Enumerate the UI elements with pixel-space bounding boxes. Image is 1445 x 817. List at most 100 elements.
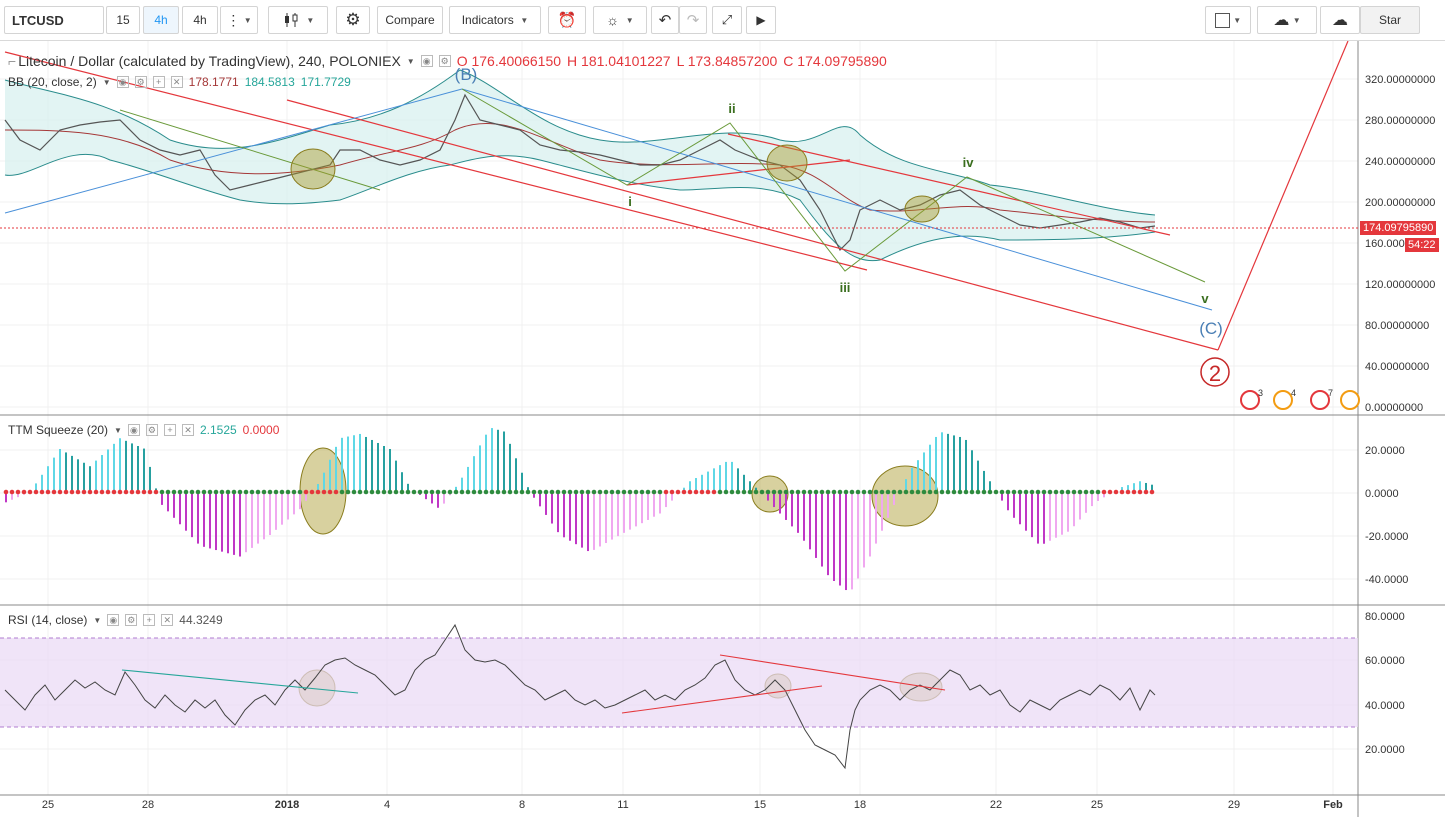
redo-button[interactable]: ↷ (679, 6, 707, 34)
chevron-down-icon: ▼ (243, 15, 252, 25)
ttm-dot (663, 489, 669, 495)
ttm-dot (939, 489, 945, 495)
rsi-legend[interactable]: RSI (14, close) ▼ ◉ ⚙ + ✕ 44.3249 (8, 613, 223, 627)
ttm-dot (1149, 489, 1155, 495)
indicators-button[interactable]: Indicators ▼ (449, 6, 541, 34)
ttm-dot (291, 489, 297, 495)
symbol-search-input[interactable]: LTCUSD (4, 6, 104, 34)
ttm-dot (651, 489, 657, 495)
ttm-dot (201, 489, 207, 495)
chart-canvas[interactable]: (B) (C) i ii iii iv v 2 3 4 7 320.000000… (0, 41, 1445, 817)
collapse-icon[interactable]: ⌐ (8, 53, 17, 69)
event-badges[interactable]: 3 4 7 (1240, 388, 1360, 410)
idea-button[interactable]: ☼ ▼ (593, 6, 647, 34)
layout-button[interactable]: ▼ (1205, 6, 1251, 34)
close-icon[interactable]: ✕ (181, 424, 194, 436)
ttm-dot (567, 489, 573, 495)
add-icon[interactable]: + (143, 614, 156, 626)
save-layout-button[interactable]: ☁ (1320, 6, 1360, 34)
ttm-dot (591, 489, 597, 495)
ttm-dot (687, 489, 693, 495)
star-button[interactable]: Star (1360, 6, 1420, 34)
interval-15-button[interactable]: 15 (106, 6, 140, 34)
settings-icon[interactable]: ⚙ (145, 424, 158, 436)
ttm-dot (627, 489, 633, 495)
ttm-dot (789, 489, 795, 495)
settings-icon[interactable]: ⚙ (134, 76, 147, 88)
close-icon[interactable]: ✕ (161, 614, 174, 626)
settings-button[interactable]: ⚙ (336, 6, 370, 34)
ttm-dot (315, 489, 321, 495)
ttm-dot (915, 489, 921, 495)
split-event-icon[interactable] (1340, 390, 1360, 410)
bb-legend[interactable]: BB (20, close, 2) ▼ ◉ ⚙ + ✕ 178.1771 184… (8, 75, 351, 89)
chevron-down-icon[interactable]: ▼ (102, 77, 111, 87)
settings-icon[interactable]: ⚙ (125, 614, 138, 626)
ttm-dot (39, 489, 45, 495)
ttm-dot (777, 489, 783, 495)
ttm-dot (867, 489, 873, 495)
time-axis[interactable]: 25 28 2018 4 8 11 15 18 22 25 29 Feb (42, 799, 1343, 811)
wave-label-v: v (1201, 291, 1209, 306)
price-tick: 320.00000000 (1365, 74, 1435, 86)
ttm-dot (417, 489, 423, 495)
ttm-dot (189, 489, 195, 495)
chart-style-button[interactable]: ▼ (268, 6, 328, 34)
add-icon[interactable]: + (163, 424, 176, 436)
ttm-dot (381, 489, 387, 495)
load-layout-button[interactable]: ☁ ▼ (1257, 6, 1317, 34)
squeeze-tick: 20.0000 (1365, 445, 1405, 457)
chevron-down-icon[interactable]: ▼ (406, 56, 415, 66)
interval-4h-button[interactable]: 4h (143, 6, 179, 34)
time-tick: 15 (754, 799, 766, 811)
ttm-dot (1041, 489, 1047, 495)
bb-lower-value: 171.7729 (300, 75, 351, 89)
interval-dropdown-button[interactable]: ⋮ ▼ (220, 6, 258, 34)
ttm-dot (1119, 489, 1125, 495)
ttm-dot (693, 489, 699, 495)
ttm-dot (51, 489, 57, 495)
ttm-dot (681, 489, 687, 495)
symbol-label: LTCUSD (12, 12, 64, 28)
dividend-event-icon[interactable] (1273, 390, 1293, 410)
eye-icon[interactable]: ◉ (127, 424, 140, 436)
chevron-down-icon[interactable]: ▼ (114, 425, 122, 435)
earnings-event-icon[interactable] (1240, 390, 1260, 410)
wave-label-B: (B) (455, 65, 478, 84)
ttm-dot (933, 489, 939, 495)
replay-button[interactable]: ▶ (746, 6, 776, 34)
rsi-value: 44.3249 (179, 613, 223, 627)
compare-button[interactable]: Compare (377, 6, 443, 34)
ttm-dot (885, 489, 891, 495)
ttm-dot (897, 489, 903, 495)
add-icon[interactable]: + (152, 76, 165, 88)
ttm-dot (921, 489, 927, 495)
chevron-down-icon[interactable]: ▼ (93, 615, 102, 625)
ttm-dot (21, 489, 27, 495)
ttm-dot (729, 489, 735, 495)
ttm-dot (723, 489, 729, 495)
ttm-dot (177, 489, 183, 495)
play-icon: ▶ (756, 13, 766, 27)
ttm-dot (741, 489, 747, 495)
ttm-dot (423, 489, 429, 495)
main-legend[interactable]: ⌐ Litecoin / Dollar (calculated by Tradi… (8, 53, 887, 69)
settings-icon[interactable]: ⚙ (438, 55, 451, 67)
time-tick: 28 (142, 799, 154, 811)
interval-4h-alt-button[interactable]: 4h (182, 6, 218, 34)
fullscreen-button[interactable]: ⤢ (712, 6, 742, 34)
rsi-band (0, 638, 1358, 727)
ttm-dot (813, 489, 819, 495)
close-icon[interactable]: ✕ (170, 76, 183, 88)
wave-marker-circle (1200, 357, 1230, 387)
squeeze-legend[interactable]: TTM Squeeze (20) ▼ ◉ ⚙ + ✕ 2.1525 0.0000 (8, 423, 279, 437)
alert-button[interactable]: ⏰ (548, 6, 586, 34)
eye-icon[interactable]: ◉ (116, 76, 129, 88)
time-tick: 25 (42, 799, 54, 811)
ttm-dot (255, 489, 261, 495)
eye-icon[interactable]: ◉ (420, 55, 433, 67)
eye-icon[interactable]: ◉ (107, 614, 120, 626)
news-event-icon[interactable] (1310, 390, 1330, 410)
squeeze-label: TTM Squeeze (20) (8, 423, 109, 437)
undo-button[interactable]: ↶ (651, 6, 679, 34)
